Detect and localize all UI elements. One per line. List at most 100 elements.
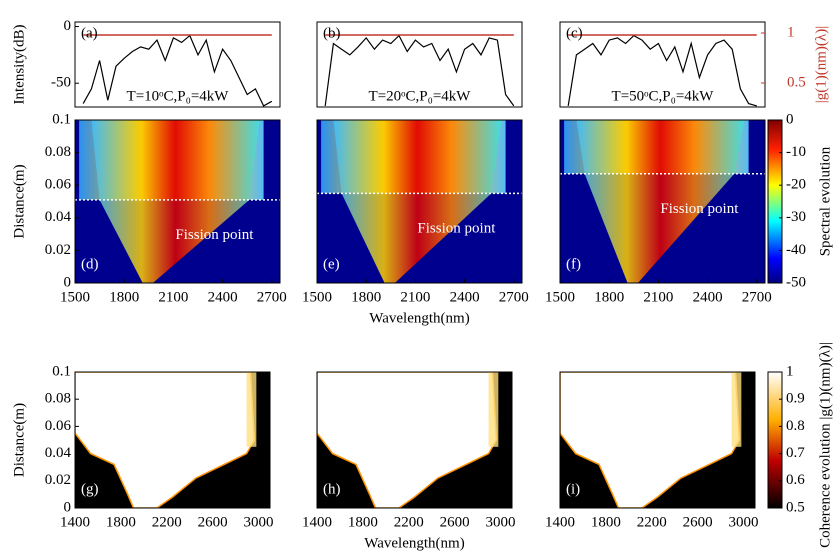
x-tick-label: 2100	[400, 289, 430, 305]
y2-tick-label: 1	[787, 24, 795, 40]
panel: 1 0.5 (c) T=50ᵒC,P₀=4kW |g(1)(nm)(λ)|	[559, 21, 829, 108]
colorbar-label: Spectral evolution	[817, 146, 833, 256]
y-tick-label: 0.02	[45, 242, 71, 258]
panel-label: (a)	[81, 25, 98, 41]
y-tick-label: 0	[64, 18, 72, 34]
panel: Fission point 1500 1800 2100 2400 2700 (f) 0 -10…	[545, 111, 833, 305]
frame	[559, 119, 766, 284]
panel: 1400 1800 2200 2600 3000 (h) Wavelength(nm)	[302, 371, 516, 551]
panel-label: (i)	[566, 481, 580, 497]
x-tick-label: 1800	[109, 289, 139, 305]
x-tick-label: 2600	[198, 514, 228, 530]
x-tick-label: 2600	[683, 514, 713, 530]
panel: 0 -50 (a) T=10ᵒC,P₀=4kW Intensity(dB)	[11, 18, 281, 108]
x-tick-label: 1400	[545, 514, 575, 530]
line-series	[82, 34, 273, 107]
x-tick-label: 2400	[450, 289, 480, 305]
panel: 0 0.02 0.04 0.06 0.08 0.1 1400 1800 2200 2600 3000…	[11, 363, 273, 530]
y-tick-label: 0	[64, 274, 72, 290]
y2-tick-label: 0.5	[787, 74, 806, 90]
panel-label: (d)	[81, 256, 99, 272]
plot-area	[75, 372, 270, 508]
x-tick-label: 1800	[351, 289, 381, 305]
colorbar	[767, 371, 783, 509]
condition-label: T=20ᵒC,P₀=4kW	[369, 88, 472, 104]
condition-label: T=50ᵒC,P₀=4kW	[612, 88, 715, 104]
panel-label: (f)	[566, 256, 581, 272]
colorbar-tick-label: -40	[786, 242, 806, 258]
colorbar-tick-label: -30	[786, 209, 806, 225]
x-tick-label: 2700	[742, 289, 772, 305]
colorbar-tick-label: 0.5	[786, 499, 805, 515]
heatmap-edge	[731, 372, 742, 447]
frame	[316, 371, 513, 509]
y-tick-label: 0.1	[52, 111, 71, 127]
panel: Fission point 0 0.02 0.04 0.06 0.08 0.1 1500 180…	[11, 111, 286, 305]
x-tick-label: 1800	[106, 514, 136, 530]
plot-area	[317, 372, 512, 508]
x-tick-label: 1800	[591, 514, 621, 530]
heatmap-edge	[488, 372, 499, 447]
frame	[74, 371, 271, 509]
plot-area	[324, 34, 515, 107]
x-tick-label: 3000	[244, 514, 274, 530]
x-axis-label: Wavelength(nm)	[364, 535, 464, 551]
colorbar-tick-label: 0.7	[786, 445, 805, 461]
y-tick-label: 0.1	[52, 363, 71, 379]
colorbar-tick-label: -50	[786, 274, 806, 290]
heatmap-cone	[333, 120, 502, 283]
colorbar	[767, 119, 783, 284]
x-tick-label: 2200	[394, 514, 424, 530]
x-tick-label: 1500	[302, 289, 332, 305]
condition-label: T=10ᵒC,P₀=4kW	[127, 88, 230, 104]
x-tick-label: 1500	[545, 289, 575, 305]
x-tick-label: 2100	[643, 289, 673, 305]
x-tick-label: 2100	[158, 289, 188, 305]
panel: 1400 1800 2200 2600 3000 (i) 0.5 0.6 0.7 0.8 0.9 1 C…	[545, 342, 833, 548]
x-tick-label: 2200	[637, 514, 667, 530]
panel-label: (e)	[323, 256, 340, 272]
panel-label: (g)	[81, 481, 99, 497]
frame	[559, 21, 766, 108]
heatmap-cone	[91, 120, 260, 283]
y2-axis-label: |g(1)(nm)(λ)|	[813, 26, 829, 103]
x-tick-label: 3000	[486, 514, 516, 530]
heatmap-edge	[246, 372, 257, 447]
x-tick-label: 1400	[60, 514, 90, 530]
panel: Fission point 1500 1800 2100 2400 2700 (e) Wave…	[302, 119, 529, 326]
x-tick-label: 1500	[60, 289, 90, 305]
x-tick-label: 2400	[693, 289, 723, 305]
y-tick-label: 0.08	[45, 144, 71, 160]
heatmap-cone	[576, 120, 745, 283]
y-tick-label: 0.02	[45, 472, 71, 488]
y-axis-label: Intensity(dB)	[11, 25, 27, 105]
line-series	[324, 34, 515, 107]
plot-area	[560, 372, 755, 508]
colorbar-tick-label: -20	[786, 177, 806, 193]
x-axis-label: Wavelength(nm)	[369, 310, 469, 326]
frame	[559, 371, 756, 509]
y-tick-label: 0.04	[45, 209, 72, 225]
annotation: Fission point	[417, 221, 496, 237]
plot-area	[317, 120, 522, 283]
x-tick-label: 2400	[208, 289, 238, 305]
panel-label: (b)	[323, 25, 341, 41]
plot-area	[75, 120, 280, 283]
x-tick-label: 1800	[348, 514, 378, 530]
y-tick-label: 0.08	[45, 391, 71, 407]
colorbar-tick-label: 0	[786, 111, 794, 127]
annotation: Fission point	[175, 227, 254, 243]
panel-label: (h)	[323, 481, 341, 497]
colorbar-tick-label: 1	[786, 363, 794, 379]
frame	[74, 21, 281, 108]
x-tick-label: 2200	[152, 514, 182, 530]
plot-area	[560, 120, 765, 283]
x-tick-label: 1800	[594, 289, 624, 305]
panel-label: (c)	[566, 25, 583, 41]
x-tick-label: 2600	[440, 514, 470, 530]
plot-area	[82, 34, 273, 107]
frame	[316, 21, 523, 108]
y-tick-label: 0.06	[45, 418, 72, 434]
line-series	[567, 34, 757, 107]
